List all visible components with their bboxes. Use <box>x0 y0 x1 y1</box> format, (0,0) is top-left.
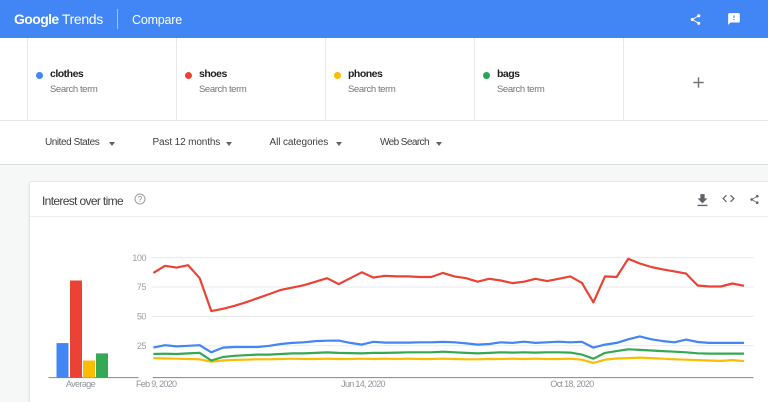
svg-text:Feb 9, 2020: Feb 9, 2020 <box>136 379 177 389</box>
svg-text:50: 50 <box>137 312 147 322</box>
svg-text:25: 25 <box>137 341 147 351</box>
svg-text:75: 75 <box>137 282 147 292</box>
svg-text:Oct 18, 2020: Oct 18, 2020 <box>550 379 594 389</box>
svg-text:Average: Average <box>66 379 96 389</box>
svg-text:?: ? <box>137 194 142 203</box>
svg-text:100: 100 <box>132 253 146 263</box>
svg-text:Jun 14, 2020: Jun 14, 2020 <box>341 379 385 389</box>
